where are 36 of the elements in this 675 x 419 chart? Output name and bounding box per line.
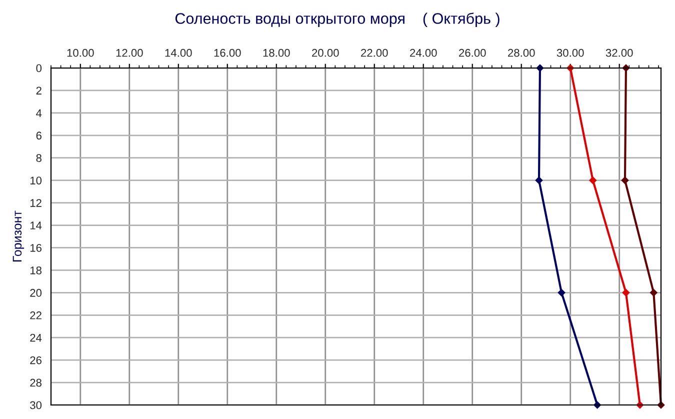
x-tick-label: 18.00	[263, 48, 290, 57]
y-tick-label: 20	[30, 288, 42, 297]
x-tick-label: 30.00	[556, 48, 584, 57]
y-tick-label: 0	[36, 64, 42, 72]
x-tick-label: 12.00	[116, 48, 143, 57]
y-axis-title: Горизонт	[12, 210, 24, 262]
x-tick-label: 10.00	[67, 48, 94, 57]
point	[535, 176, 543, 184]
point	[650, 289, 658, 296]
point	[621, 176, 629, 184]
x-tick-label: 16.00	[214, 48, 241, 57]
x-tick-label: 32.00	[606, 48, 633, 57]
y-tick-label: 2	[36, 86, 42, 94]
y-tick-label: 22	[30, 311, 42, 320]
y-tick-label: 18	[30, 266, 42, 274]
x-tick-label: 22.00	[361, 48, 388, 57]
y-tick-label: 12	[30, 199, 42, 207]
x-tick-label: 26.00	[459, 48, 486, 57]
x-tick-label: 20.00	[312, 48, 339, 57]
y-tick-label: 16	[30, 244, 42, 252]
y-tick-label: 24	[30, 334, 42, 342]
y-tick-label: 30	[30, 401, 42, 410]
x-tick-label: 14.00	[165, 48, 192, 57]
y-tick-label: 28	[30, 378, 42, 387]
y-tick-label: 8	[36, 154, 42, 162]
x-tick-label: 24.00	[410, 48, 437, 57]
y-tick-label: 6	[36, 132, 42, 140]
y-tick-label: 4	[36, 109, 42, 117]
point	[589, 176, 597, 184]
point	[622, 289, 630, 296]
y-tick-label: 26	[30, 356, 42, 364]
point	[558, 289, 566, 296]
y-tick-label: 10	[30, 176, 42, 184]
y-tick-label: 14	[30, 222, 42, 230]
chart-title: Соленость воды открытого моря ( Октябрь )	[175, 12, 500, 27]
x-tick-label: 28.00	[508, 48, 535, 57]
